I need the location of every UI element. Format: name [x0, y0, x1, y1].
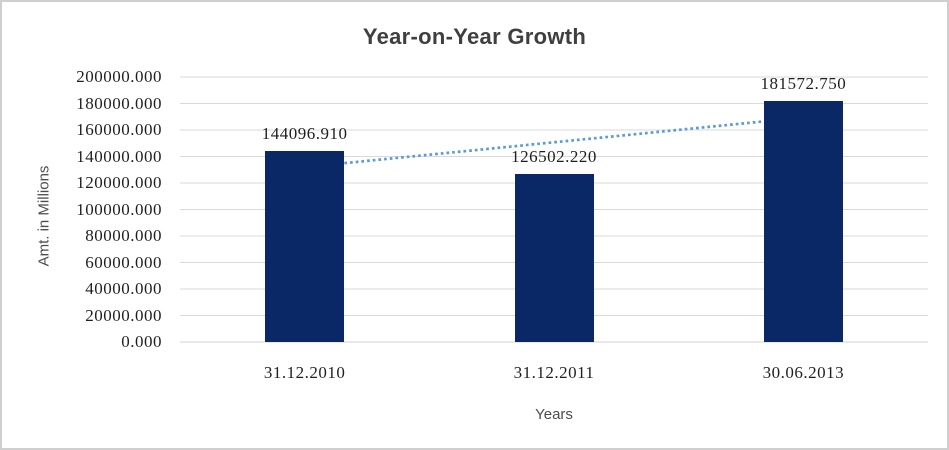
y-tick-label: 100000.000 — [76, 199, 162, 219]
x-axis-title: Years — [535, 406, 573, 423]
bar-data-label: 181572.750 — [760, 74, 847, 94]
y-axis-title: Amt. in Millions — [35, 165, 53, 267]
chart-title: Year-on-Year Growth — [362, 24, 587, 49]
x-tick-label: 31.12.2011 — [513, 363, 595, 382]
bar-31.12.2011 — [514, 174, 594, 342]
bar-data-label: 126502.220 — [511, 147, 597, 167]
y-tick-label: 80000.000 — [85, 226, 162, 245]
y-tick-label: 140000.000 — [76, 146, 162, 166]
y-tick-label: 200000.000 — [76, 67, 162, 86]
bar-30.06.2013 — [763, 101, 843, 342]
x-tick-label: 30.06.2013 — [762, 363, 845, 382]
y-tick-label: 40000.000 — [85, 279, 162, 298]
y-tick-label: 180000.000 — [76, 93, 162, 113]
y-tick-label: 120000.000 — [76, 173, 162, 192]
y-tick-label: 160000.000 — [76, 120, 162, 139]
y-tick-label: 60000.000 — [85, 252, 162, 272]
y-tick-label: 20000.000 — [85, 305, 162, 325]
x-tick-label: 31.12.2010 — [263, 363, 346, 382]
bar-data-label: 144096.910 — [261, 124, 348, 144]
trendline-dotted — [304, 116, 804, 169]
bar-31.12.2010 — [265, 151, 345, 342]
y-tick-label: 0.000 — [121, 332, 162, 351]
